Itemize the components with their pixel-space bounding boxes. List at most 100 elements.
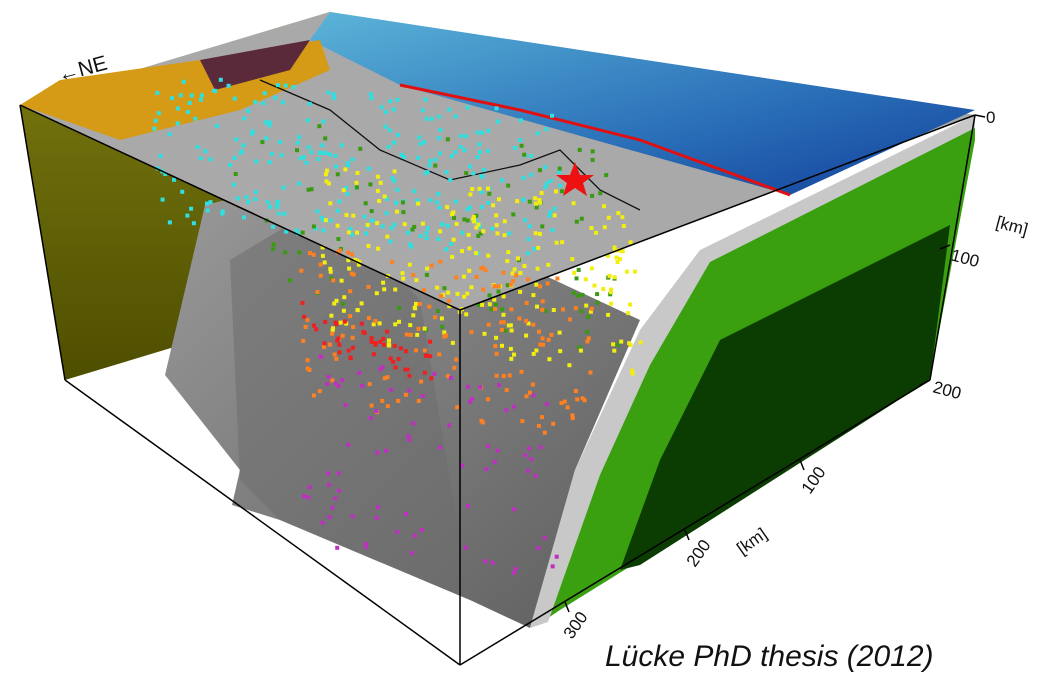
hypocenter [543,185,547,189]
hypocenter [254,190,258,194]
hypocenter [368,382,372,386]
hypocenter [495,374,499,378]
hypocenter [497,290,501,294]
hypocenter [394,366,398,370]
hypocenter [402,155,406,159]
hypocenter [555,277,559,281]
hypocenter [474,251,478,255]
hypocenter [306,496,310,500]
hypocenter [447,299,451,303]
hypocenter [455,405,459,409]
hypocenter [312,324,316,328]
hypocenter [395,98,399,102]
hypocenter [500,328,504,332]
hypocenter [545,127,549,131]
hypocenter [301,301,305,305]
hypocenter [295,228,299,232]
hypocenter [468,192,472,196]
hypocenter [575,397,579,401]
hypocenter [460,249,464,253]
hypocenter [438,128,442,132]
hypocenter [529,173,533,177]
hypocenter [483,559,487,563]
hypocenter [334,357,338,361]
hypocenter [263,91,267,95]
hypocenter [549,333,553,337]
hypocenter [351,514,355,518]
hypocenter [337,384,341,388]
hypocenter [327,483,331,487]
hypocenter [302,494,306,498]
hypocenter [548,214,552,218]
hypocenter [426,226,430,230]
hypocenter [566,405,570,409]
hypocenter [584,277,588,281]
hypocenter [543,536,547,540]
hypocenter [470,330,474,334]
hypocenter [388,128,392,132]
hypocenter [393,169,397,173]
hypocenter [539,445,543,449]
hypocenter [246,109,250,113]
hypocenter [450,212,454,216]
hypocenter [355,181,359,185]
hypocenter [500,344,504,348]
hypocenter [347,349,351,353]
hypocenter [348,356,352,360]
hypocenter [413,306,417,310]
hypocenter [491,561,495,565]
hypocenter [499,320,503,324]
hypocenter [425,117,429,121]
hypocenter [421,108,425,112]
hypocenter [157,111,161,115]
hypocenter [421,394,425,398]
hypocenter [424,231,428,235]
hypocenter [271,225,275,229]
hypocenter [448,178,452,182]
hypocenter [543,431,547,435]
hypocenter [548,210,552,214]
hypocenter [555,555,559,559]
hypocenter [536,246,540,250]
hypocenter [419,380,423,384]
hypocenter [370,96,374,100]
hypocenter [570,257,574,261]
hypocenter [228,163,232,167]
hypocenter [490,227,494,231]
hypocenter [380,365,384,369]
hypocenter [328,201,332,205]
hypocenter [185,214,189,218]
hypocenter [332,92,336,96]
hypocenter [367,316,371,320]
hypocenter [351,157,355,161]
hypocenter [480,205,484,209]
hypocenter [471,171,475,175]
hypocenter [451,341,455,345]
hypocenter [389,226,393,230]
hypocenter [411,228,415,232]
hypocenter [417,136,421,140]
hypocenter [337,471,341,475]
hypocenter [316,209,320,213]
hypocenter [342,309,346,313]
hypocenter [404,512,408,516]
hypocenter [630,369,634,373]
hypocenter [486,201,490,205]
hypocenter [384,449,388,453]
hypocenter [301,339,305,343]
hypocenter [522,176,526,180]
hypocenter [505,259,509,263]
hypocenter [517,317,521,321]
hypocenter [460,231,464,235]
hypocenter [328,152,332,156]
hypocenter [152,127,156,131]
hypocenter [488,302,492,306]
hypocenter [319,263,323,267]
hypocenter [427,305,431,309]
hypocenter [502,294,506,298]
hypocenter [282,186,286,190]
hypocenter [414,278,418,282]
hypocenter [584,304,588,308]
hypocenter [436,192,440,196]
hypocenter [551,564,555,568]
